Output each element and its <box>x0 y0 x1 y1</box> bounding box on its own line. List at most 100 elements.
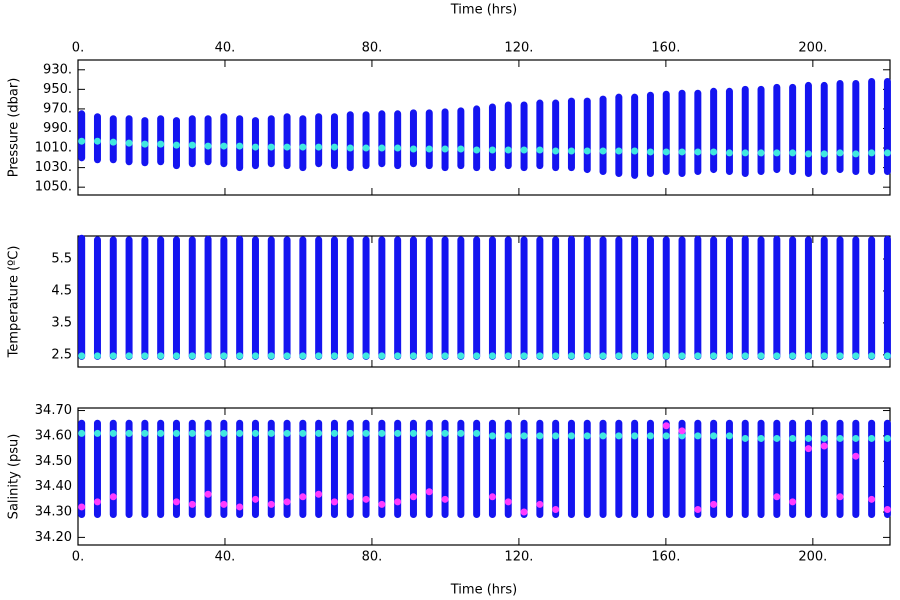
mean-point <box>409 145 417 153</box>
mean-point <box>93 137 101 145</box>
y-tick-label: 34.70 <box>35 403 72 418</box>
mean-point <box>236 142 244 150</box>
y-axis-label: Salinity (psu) <box>7 434 22 520</box>
mean-point <box>425 429 433 437</box>
extra-point <box>346 493 354 501</box>
mean-point <box>789 352 797 360</box>
mean-point <box>583 352 591 360</box>
mean-point <box>741 149 749 157</box>
mean-point <box>346 352 354 360</box>
mean-point <box>378 429 386 437</box>
extra-point <box>93 498 101 506</box>
extra-point <box>836 493 844 501</box>
mean-point <box>583 432 591 440</box>
mean-point <box>852 352 860 360</box>
mean-point <box>868 352 876 360</box>
y-tick-label: 4.5 <box>51 283 72 298</box>
mean-point <box>504 432 512 440</box>
mean-point <box>409 352 417 360</box>
mean-point <box>409 429 417 437</box>
y-tick-label: 950. <box>43 82 72 97</box>
y-tick-label: 930. <box>43 62 72 77</box>
extra-point <box>820 442 828 450</box>
mean-point <box>283 352 291 360</box>
x-axis-label: Time (hrs) <box>450 583 517 598</box>
extra-point <box>662 422 670 430</box>
mean-point <box>315 429 323 437</box>
mean-point <box>299 352 307 360</box>
x-axis-label: Time (hrs) <box>450 3 517 18</box>
x-tick-label: 200. <box>798 550 827 565</box>
mean-point <box>883 352 891 360</box>
mean-point <box>172 141 180 149</box>
y-tick-label: 5.5 <box>51 252 72 267</box>
mean-point <box>536 352 544 360</box>
extra-point <box>504 498 512 506</box>
extra-point <box>789 498 797 506</box>
mean-point <box>836 149 844 157</box>
mean-point <box>346 144 354 152</box>
y-tick-label: 34.30 <box>35 505 72 520</box>
mean-point <box>204 142 212 150</box>
mean-point <box>725 432 733 440</box>
mean-point <box>141 429 149 437</box>
mean-point <box>220 352 228 360</box>
extra-point <box>425 488 433 496</box>
mean-point <box>710 352 718 360</box>
extra-point <box>868 495 876 503</box>
mean-point <box>251 352 259 360</box>
extra-point <box>552 505 560 513</box>
y-tick-label: 34.50 <box>35 454 72 469</box>
x-tick-label: 120. <box>504 41 533 56</box>
mean-point <box>804 150 812 158</box>
mean-point <box>236 352 244 360</box>
mean-point <box>710 148 718 156</box>
extra-point <box>188 500 196 508</box>
extra-point <box>204 490 212 498</box>
mean-point <box>820 352 828 360</box>
mean-point <box>378 352 386 360</box>
extra-point <box>409 493 417 501</box>
mean-point <box>125 352 133 360</box>
mean-point <box>741 434 749 442</box>
mean-point <box>520 352 528 360</box>
mean-point <box>504 146 512 154</box>
mean-point <box>141 352 149 360</box>
mean-point <box>188 429 196 437</box>
x-tick-label: 120. <box>504 550 533 565</box>
x-tick-label: 80. <box>362 550 383 565</box>
mean-point <box>78 352 86 360</box>
mean-point <box>457 145 465 153</box>
extra-point <box>852 452 860 460</box>
mean-point <box>757 434 765 442</box>
mean-point <box>157 429 165 437</box>
mean-point <box>820 150 828 158</box>
x-tick-label: 160. <box>651 41 680 56</box>
extra-point <box>804 445 812 453</box>
extra-point <box>678 427 686 435</box>
y-tick-label: 970. <box>43 101 72 116</box>
mean-point <box>457 429 465 437</box>
mean-point <box>188 352 196 360</box>
mean-point <box>93 429 101 437</box>
extra-point <box>299 493 307 501</box>
extra-point <box>773 493 781 501</box>
mean-point <box>852 434 860 442</box>
mean-point <box>378 144 386 152</box>
mean-point <box>267 352 275 360</box>
mean-point <box>552 432 560 440</box>
mean-point <box>473 352 481 360</box>
extra-point <box>109 493 117 501</box>
mean-point <box>773 149 781 157</box>
mean-point <box>441 429 449 437</box>
mean-point <box>678 148 686 156</box>
mean-point <box>330 429 338 437</box>
extra-point <box>78 503 86 511</box>
mean-point <box>662 148 670 156</box>
mean-point <box>552 147 560 155</box>
mean-point <box>394 429 402 437</box>
mean-point <box>757 149 765 157</box>
mean-point <box>251 143 259 151</box>
y-axis-label: Temperature (ºC) <box>7 246 22 359</box>
